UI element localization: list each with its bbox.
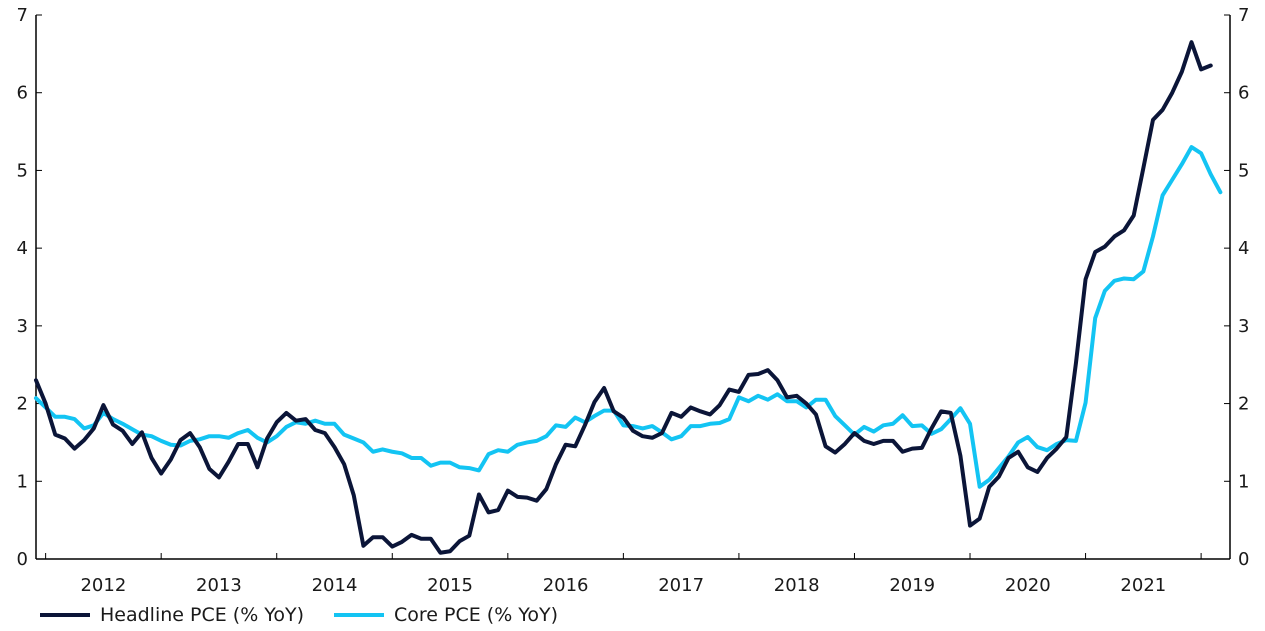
legend-swatch-headline (40, 613, 90, 617)
y-tick-label-left: 6 (17, 83, 28, 104)
y-tick-label-right: 5 (1238, 160, 1249, 181)
x-tick-label: 2018 (774, 575, 820, 596)
series-line-headline (34, 40, 1213, 555)
y-tick-label-right: 7 (1238, 5, 1249, 26)
y-tick-label-left: 0 (17, 549, 28, 570)
chart-legend: Headline PCE (% YoY) Core PCE (% YoY) (40, 604, 588, 626)
pce-line-chart: 0 0 1 1 2 2 3 3 4 4 5 5 6 6 7 7 2012 2013 2014 2015 2016 2017… (17, 5, 1250, 596)
x-tick-label: 2012 (80, 575, 126, 596)
x-tick-label: 2017 (658, 575, 704, 596)
y-tick-label-left: 7 (17, 5, 28, 26)
chart-series (34, 40, 1223, 555)
chart-ticks: 0 0 1 1 2 2 3 3 4 4 5 5 6 6 7 7 2012 2013 2014 2015 2016 2017… (17, 5, 1250, 596)
legend-label-headline: Headline PCE (% YoY) (100, 604, 305, 626)
legend-item-headline: Headline PCE (% YoY) (40, 604, 304, 626)
x-tick-label: 2015 (427, 575, 473, 596)
y-tick-label-right: 6 (1238, 83, 1249, 104)
x-tick-label: 2014 (312, 575, 358, 596)
x-tick-label: 2019 (889, 575, 935, 596)
x-tick-label: 2013 (196, 575, 242, 596)
legend-item-core: Core PCE (% YoY) (334, 604, 558, 626)
legend-label-core: Core PCE (% YoY) (394, 604, 559, 626)
y-tick-label-right: 1 (1238, 471, 1249, 492)
x-tick-label: 2021 (1120, 575, 1166, 596)
legend-swatch-core (334, 613, 385, 617)
y-tick-label-right: 0 (1238, 549, 1249, 570)
y-tick-label-right: 2 (1238, 394, 1249, 415)
y-tick-label-left: 2 (17, 394, 28, 415)
y-tick-label-left: 4 (17, 238, 28, 259)
y-tick-label-right: 3 (1238, 316, 1249, 337)
y-tick-label-left: 3 (17, 316, 28, 337)
y-tick-label-left: 1 (17, 471, 28, 492)
x-tick-label: 2020 (1005, 575, 1051, 596)
chart-axes (35, 15, 1231, 560)
y-tick-label-left: 5 (17, 160, 28, 181)
x-tick-label: 2016 (543, 575, 589, 596)
y-tick-label-right: 4 (1238, 238, 1249, 259)
series-line-core (34, 145, 1223, 489)
